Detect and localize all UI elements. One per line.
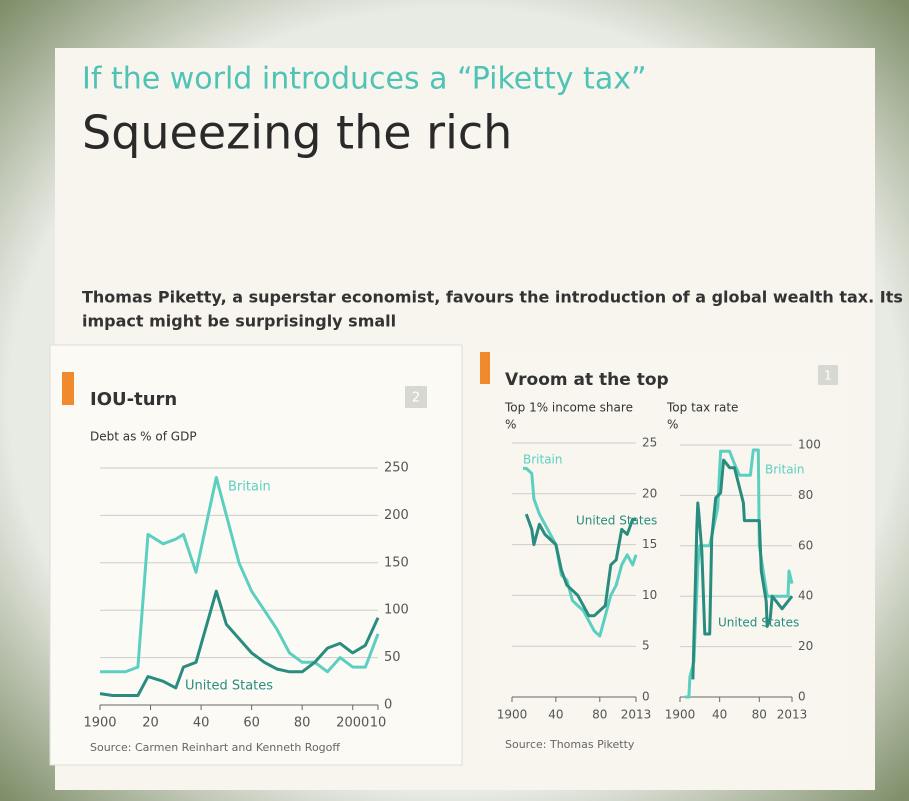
badge-number: 2 — [412, 391, 420, 406]
x-tick-label: 80 — [294, 716, 311, 731]
y-tick-label: 20 — [798, 639, 813, 653]
series-line — [99, 589, 380, 697]
y-tick-label: 25 — [642, 436, 657, 450]
y-tick-label: 10 — [642, 588, 657, 602]
x-tick-label: 20 — [142, 716, 159, 731]
y-tick-label: 150 — [384, 555, 409, 570]
x-tick-label: 1900 — [83, 716, 116, 731]
x-tick-label: 2013 — [621, 708, 652, 722]
chart-subtitle: Top 1% income share — [504, 401, 633, 415]
y-tick-label: 100 — [798, 438, 821, 452]
y-tick-label: 250 — [384, 461, 409, 476]
source: Source: Thomas Piketty — [505, 738, 635, 751]
series-line — [100, 476, 380, 674]
x-tick-label: 60 — [243, 716, 260, 731]
y-tick-label: 200 — [384, 508, 409, 523]
x-tick-label: 1900 — [665, 708, 696, 722]
y-tick-label: 100 — [384, 603, 409, 618]
series-line — [524, 513, 636, 618]
panel — [480, 350, 850, 760]
panel-accent — [480, 352, 490, 384]
series-label: Britain — [765, 463, 805, 477]
source: Source: Carmen Reinhart and Kenneth Rogo… — [90, 741, 340, 754]
x-tick-label: 40 — [193, 716, 210, 731]
series-label: United States — [576, 514, 657, 528]
y-tick-label: 15 — [642, 537, 657, 551]
kicker: If the world introduces a “Piketty tax” — [82, 62, 647, 97]
series-label: Britain — [523, 453, 563, 467]
x-tick-label: 40 — [712, 708, 727, 722]
standfirst: impact might be surprisingly small — [82, 312, 396, 331]
y-tick-label: 40 — [798, 589, 813, 603]
panel-accent — [62, 372, 74, 405]
chart-subtitle: Debt as % of GDP — [90, 430, 197, 444]
series-label: Britain — [228, 480, 271, 495]
headline: Squeezing the rich — [82, 106, 512, 160]
badge — [405, 386, 427, 408]
x-tick-label: 1900 — [497, 708, 528, 722]
standfirst: Thomas Piketty, a superstar economist, f… — [82, 288, 903, 307]
y-unit: % — [667, 418, 678, 432]
x-tick-label: 80 — [752, 708, 767, 722]
series-label: United States — [185, 679, 273, 694]
panel-title: IOU-turn — [90, 389, 177, 410]
y-tick-label: 80 — [798, 488, 813, 502]
series-line — [523, 466, 638, 638]
x-tick-label: 10 — [370, 716, 387, 731]
y-tick-label: 20 — [642, 486, 657, 500]
y-tick-label: 0 — [642, 690, 650, 704]
chart-subtitle: Top tax rate — [666, 401, 738, 415]
y-tick-label: 0 — [384, 698, 392, 713]
x-tick-label: 40 — [548, 708, 563, 722]
y-unit: % — [505, 418, 516, 432]
y-tick-label: 60 — [798, 538, 813, 552]
badge — [818, 365, 838, 385]
x-tick-label: 2000 — [336, 716, 369, 731]
series-line — [691, 458, 794, 680]
y-tick-label: 50 — [384, 650, 401, 665]
y-tick-label: 0 — [798, 690, 806, 704]
x-tick-label: 80 — [592, 708, 607, 722]
badge-number: 1 — [824, 369, 832, 383]
y-tick-label: 5 — [642, 639, 650, 653]
panel-title: Vroom at the top — [505, 370, 669, 390]
series-label: United States — [718, 616, 799, 630]
x-tick-label: 2013 — [777, 708, 808, 722]
